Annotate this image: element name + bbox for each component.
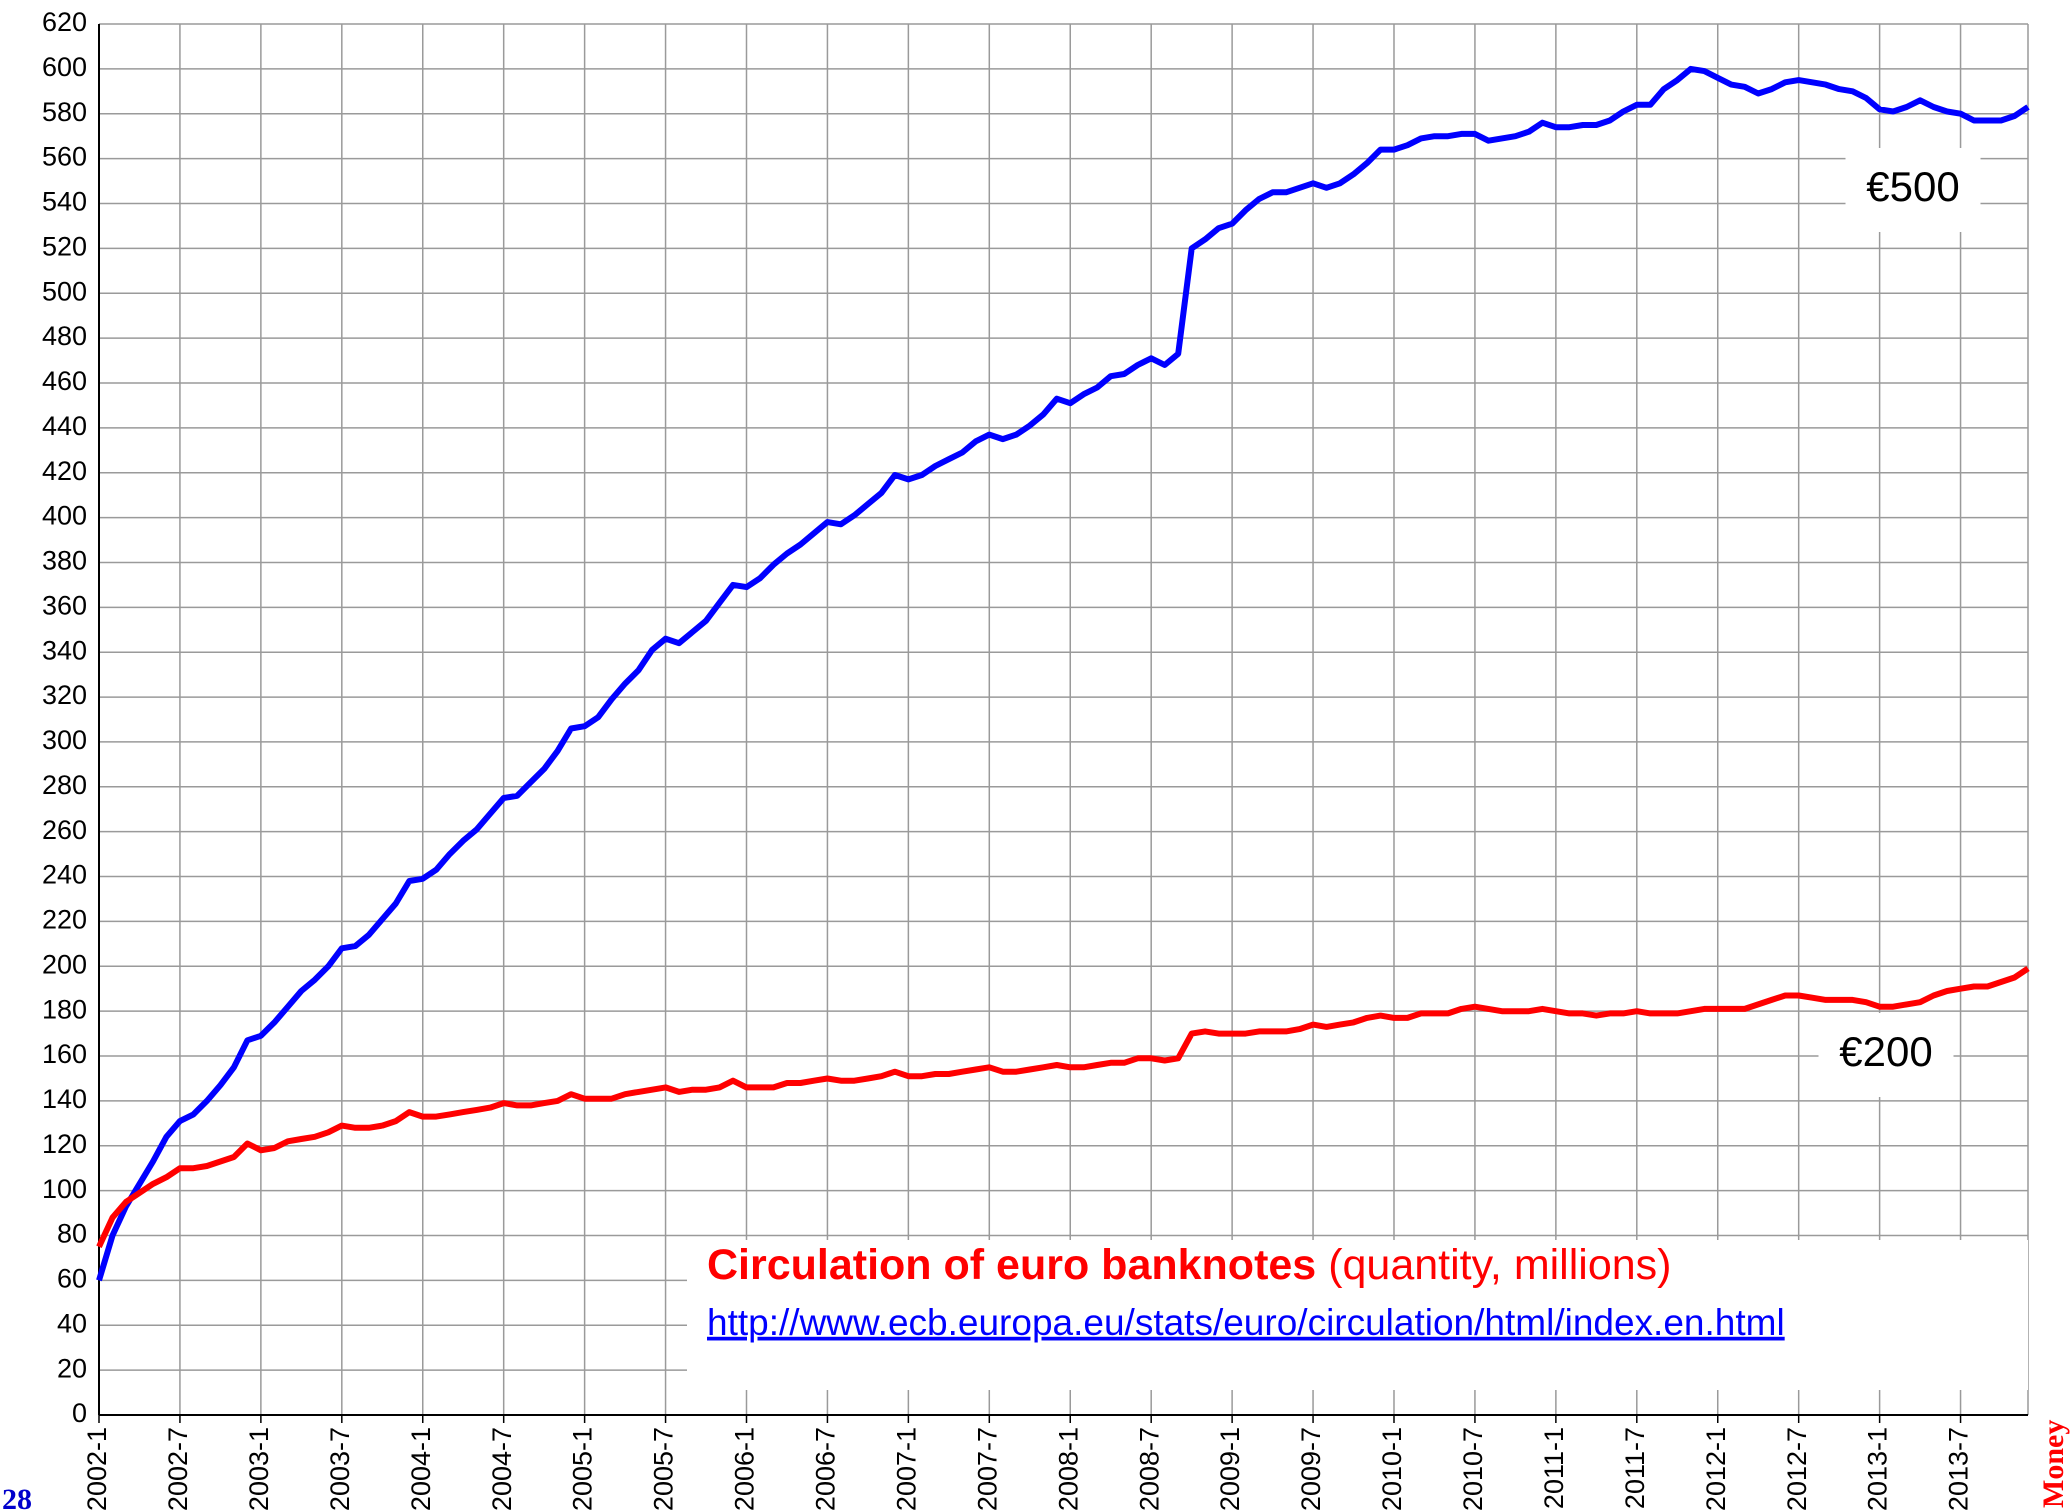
x-tick-label: 2007-1 [891,1427,921,1511]
source-link: http://www.ecb.europa.eu/stats/euro/circ… [707,1302,1785,1343]
y-tick-label: 400 [42,501,87,531]
x-tick-label: 2002-1 [82,1427,112,1511]
y-tick-label: 460 [42,366,87,396]
y-tick-label: 80 [57,1219,87,1249]
y-tick-label: 520 [42,231,87,261]
y-tick-label: 260 [42,815,87,845]
y-tick-label: 420 [42,456,87,486]
x-tick-label: 2013-1 [1863,1427,1893,1511]
x-tick-label: 2010-7 [1458,1427,1488,1511]
y-tick-label: 120 [42,1129,87,1159]
y-tick-label: 60 [57,1264,87,1294]
chart-title: Circulation of euro banknotes [707,1241,1316,1289]
x-tick-label: 2006-7 [811,1427,841,1511]
chart-subtitle: (quantity, millions) [1328,1241,1671,1289]
page-number: 28 [2,1483,32,1511]
spacer [1316,1241,1328,1289]
x-tick-label: 2003-1 [244,1427,274,1511]
series-label: €500 [1866,163,1959,210]
x-tick-label: 2009-7 [1296,1427,1326,1511]
y-tick-label: 480 [42,321,87,351]
x-tick-label: 2002-7 [163,1427,193,1511]
y-tick-label: 140 [42,1084,87,1114]
x-tick-label: 2010-1 [1377,1427,1407,1511]
x-tick-label: 2003-7 [325,1427,355,1511]
x-tick-label: 2009-1 [1215,1427,1245,1511]
x-tick-label: 2011-1 [1539,1427,1569,1509]
y-tick-label: 40 [57,1308,87,1338]
y-tick-label: 600 [42,52,87,82]
x-tick-label: 2013-7 [1944,1427,1974,1511]
y-tick-label: 580 [42,97,87,127]
series-line [96,65,2030,1282]
series-label-box [1845,148,1981,232]
y-tick-label: 180 [42,994,87,1024]
y-tick-label: 20 [57,1353,87,1383]
x-tick-label: 2008-7 [1134,1427,1164,1511]
y-tick-label: 540 [42,187,87,217]
x-tick-label: 2004-7 [487,1427,517,1511]
title-box [687,1240,2028,1390]
x-tick-label: 2012-1 [1701,1427,1731,1511]
y-tick-label: 200 [42,949,87,979]
y-tick-label: 280 [42,770,87,800]
y-tick-label: 380 [42,546,87,576]
x-tick-label: 2007-7 [972,1427,1002,1511]
x-tick-label: 2004-1 [406,1427,436,1511]
x-tick-label: 2005-7 [649,1427,679,1511]
x-tick-label: 2012-7 [1782,1427,1812,1511]
y-tick-label: 360 [42,590,87,620]
y-tick-label: 0 [72,1398,87,1428]
y-tick-label: 340 [42,635,87,665]
x-tick-label: 2011-7 [1620,1427,1650,1509]
y-tick-label: 220 [42,905,87,935]
series-label: €200 [1839,1028,1932,1075]
y-tick-label: 300 [42,725,87,755]
chart-title-line: Circulation of euro banknotes (quantity,… [707,1241,1672,1289]
y-tick-label: 560 [42,142,87,172]
x-tick-label: 2005-1 [568,1427,598,1511]
y-tick-label: 500 [42,276,87,306]
y-tick-label: 620 [42,7,87,37]
x-tick-label: 2006-1 [730,1427,760,1511]
y-tick-label: 100 [42,1174,87,1204]
series-line [96,966,2030,1248]
y-tick-label: 320 [42,680,87,710]
x-tick-label: 2008-1 [1053,1427,1083,1511]
section-label: Money [2037,1420,2070,1508]
series-label-box [1818,1013,1954,1097]
y-tick-label: 240 [42,860,87,890]
y-tick-label: 160 [42,1039,87,1069]
y-tick-label: 440 [42,411,87,441]
